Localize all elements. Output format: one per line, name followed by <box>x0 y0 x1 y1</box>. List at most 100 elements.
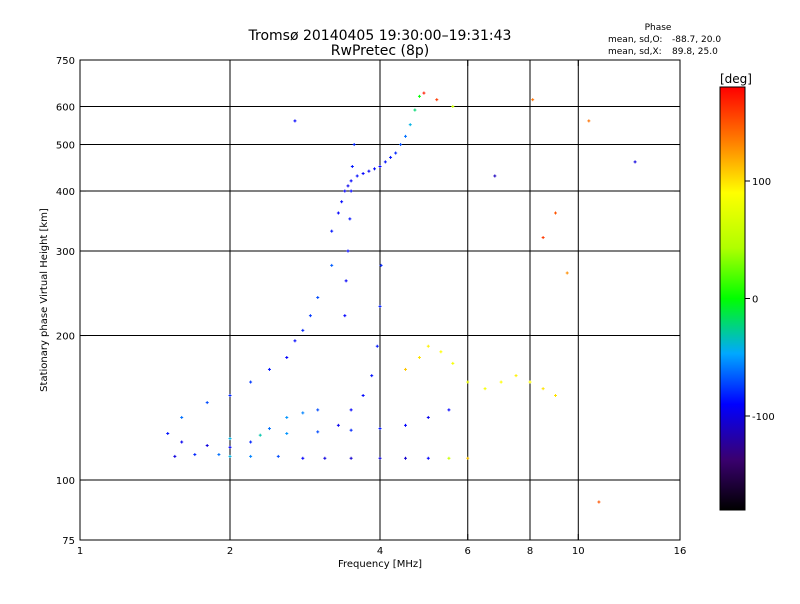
data-point <box>466 380 470 384</box>
data-point <box>361 394 365 398</box>
data-point <box>553 211 557 215</box>
data-point <box>343 189 347 193</box>
y-tick-label: 400 <box>56 187 75 198</box>
colorbar-label: [deg] <box>720 72 752 86</box>
data-point <box>439 350 443 354</box>
chart-title: Tromsø 20140405 19:30:00–19:31:43 <box>248 28 512 44</box>
data-point <box>308 314 312 318</box>
data-point <box>349 428 353 432</box>
data-point <box>565 271 569 275</box>
data-point <box>426 456 430 460</box>
data-point <box>349 179 353 183</box>
data-point <box>349 456 353 460</box>
stats-title: Phase <box>645 23 672 33</box>
data-point <box>587 119 591 123</box>
data-point <box>343 314 347 318</box>
data-point <box>483 387 487 391</box>
data-point <box>355 174 359 178</box>
data-point <box>301 411 305 415</box>
data-point <box>336 423 340 427</box>
data-point <box>205 444 209 448</box>
data-point <box>389 155 393 159</box>
data-point <box>378 456 382 460</box>
data-point <box>633 160 637 164</box>
colorbar-tick-label: 0 <box>752 295 758 306</box>
data-point <box>499 380 503 384</box>
data-point <box>180 415 184 419</box>
data-point <box>370 374 374 378</box>
stats-line-o-label: mean, sd,O: <box>608 35 662 45</box>
data-point <box>173 454 177 458</box>
data-point <box>249 380 253 384</box>
data-point <box>447 456 451 460</box>
y-tick-label: 750 <box>56 56 75 67</box>
data-point <box>378 304 382 308</box>
chart-subtitle: RwPretec (8p) <box>331 43 429 59</box>
data-point <box>346 184 350 188</box>
data-point <box>361 172 365 176</box>
stats-line-x-value: 89.8, 25.0 <box>672 47 718 57</box>
stats-line-o-value: -88.7, 20.0 <box>672 35 721 45</box>
data-point <box>378 427 382 431</box>
x-tick-label: 6 <box>465 546 471 557</box>
data-point <box>228 445 232 449</box>
data-point <box>528 380 532 384</box>
data-point <box>417 355 421 359</box>
data-point <box>336 211 340 215</box>
data-point <box>217 453 221 457</box>
y-tick-label: 100 <box>56 476 75 487</box>
stats-line-x-label: mean, sd,X: <box>608 47 662 57</box>
data-point <box>301 328 305 332</box>
data-point <box>375 344 379 348</box>
data-point <box>293 339 297 343</box>
data-point <box>340 200 344 204</box>
data-point <box>541 236 545 240</box>
x-axis-label: Frequency [MHz] <box>338 559 422 570</box>
y-tick-label: 600 <box>56 103 75 114</box>
data-point <box>344 279 348 283</box>
x-tick-label: 4 <box>377 546 383 557</box>
data-point <box>249 454 253 458</box>
data-point <box>403 423 407 427</box>
data-point <box>451 105 455 109</box>
data-point <box>316 408 320 412</box>
y-tick-label: 75 <box>62 536 75 547</box>
data-point <box>426 344 430 348</box>
data-point <box>531 98 535 102</box>
data-point <box>348 217 352 221</box>
data-point <box>267 367 271 371</box>
y-axis-label: Stationary phase Virtual Height [km] <box>39 208 50 392</box>
data-point <box>413 108 417 112</box>
data-point <box>349 189 353 193</box>
data-point <box>316 430 320 434</box>
data-point <box>399 143 403 147</box>
data-point <box>379 263 383 267</box>
data-point <box>553 394 557 398</box>
data-point <box>316 296 320 300</box>
data-point <box>276 454 280 458</box>
data-point <box>383 160 387 164</box>
data-point <box>205 401 209 405</box>
data-point <box>422 91 426 95</box>
data-point <box>301 456 305 460</box>
x-tick-label: 16 <box>674 546 687 557</box>
data-point <box>267 427 271 431</box>
data-point <box>193 453 197 457</box>
data-point <box>514 374 518 378</box>
data-point <box>349 408 353 412</box>
colorbar <box>719 86 746 511</box>
data-point <box>378 164 382 168</box>
data-point <box>166 432 170 436</box>
data-point <box>403 134 407 138</box>
y-tick-label: 200 <box>56 332 75 343</box>
data-point <box>394 151 398 155</box>
data-point <box>597 500 601 504</box>
data-point <box>346 249 350 253</box>
colorbar-tick-label: -100 <box>752 412 775 423</box>
data-point <box>285 432 289 436</box>
data-point <box>493 174 497 178</box>
data-point <box>350 164 354 168</box>
y-tick-label: 500 <box>56 141 75 152</box>
data-point <box>285 415 289 419</box>
data-point <box>323 456 327 460</box>
